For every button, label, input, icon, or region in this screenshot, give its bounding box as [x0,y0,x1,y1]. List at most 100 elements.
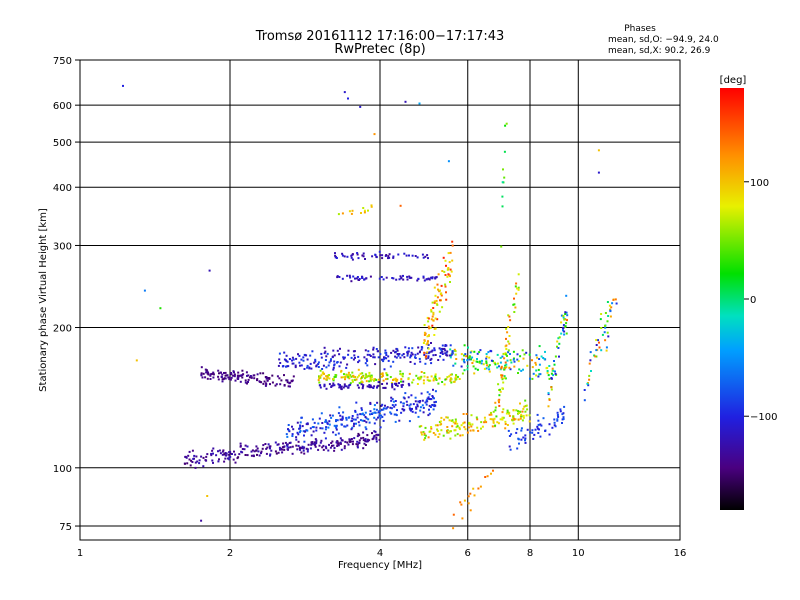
data-point [433,334,436,336]
data-point [434,294,437,297]
data-point [513,297,515,300]
data-point [427,356,430,359]
data-point [387,257,389,260]
data-point [336,442,339,445]
data-point [422,382,425,385]
data-point [434,277,437,280]
data-point [512,303,515,306]
data-point [503,368,506,371]
data-point [513,365,516,368]
data-point [552,374,555,377]
data-point [330,442,333,444]
data-point [453,380,456,383]
data-point [562,329,564,332]
data-point [479,349,482,352]
data-point [449,348,452,351]
data-point [538,428,540,431]
data-point [502,352,505,355]
data-point [462,422,465,425]
data-point [200,374,203,377]
data-point [391,404,394,407]
data-point [434,375,437,378]
data-point [424,362,427,365]
data-point [323,372,325,375]
data-point [434,390,437,393]
data-point [260,452,262,455]
data-point [480,427,482,430]
data-point [205,369,208,372]
data-point [437,359,440,361]
data-point [350,428,353,431]
data-point [393,413,396,416]
data-point [344,425,347,428]
data-point [368,439,371,442]
data-point [270,449,273,452]
data-point [520,413,523,416]
data-point [342,411,345,414]
data-point [350,375,353,378]
data-point [317,366,320,368]
data-point [427,414,430,417]
data-point [300,364,303,367]
data-point [504,124,507,127]
data-point [466,359,469,362]
data-point [408,276,411,279]
data-point [159,307,162,310]
y-tick-label: 75 [59,522,72,533]
data-point [542,417,545,420]
data-point [382,386,385,389]
data-point [550,377,553,380]
data-point [444,274,447,276]
data-point [402,353,405,355]
data-point [446,431,449,434]
data-point [268,377,271,380]
data-point [595,344,598,346]
data-point [143,289,146,292]
data-point [311,442,314,445]
data-point [439,355,442,358]
data-point [339,384,341,387]
data-point [299,364,301,367]
data-point [278,352,281,355]
data-point [321,427,324,430]
data-point [356,416,359,419]
data-point [505,348,508,350]
y-tick-label: 300 [53,241,72,252]
data-point [384,349,387,352]
data-point [374,430,377,433]
data-point [288,382,291,385]
data-point [208,269,211,272]
data-point [422,275,425,278]
data-point [375,440,378,443]
data-point [496,366,499,369]
data-point [531,429,534,432]
data-point [419,400,422,402]
data-point [135,359,138,362]
x-tick-label: 6 [465,548,471,559]
data-point [397,354,400,357]
data-point [488,364,491,367]
data-point [315,439,318,442]
data-point [510,361,513,364]
data-point [468,355,471,358]
data-point [606,320,609,323]
data-point [333,384,336,387]
data-point [351,379,354,382]
data-point [606,331,609,334]
data-point [548,433,551,436]
data-point [455,358,458,360]
data-point [359,413,362,416]
data-point [423,438,426,441]
data-point [554,372,557,375]
data-point [255,449,258,452]
data-point [564,313,567,315]
data-point [317,422,320,425]
data-point [450,373,453,376]
data-point [428,430,431,433]
data-point [369,275,372,278]
data-point [441,348,444,351]
data-point [544,350,546,353]
data-point [318,384,321,387]
data-point [324,445,327,448]
data-point [533,433,536,436]
